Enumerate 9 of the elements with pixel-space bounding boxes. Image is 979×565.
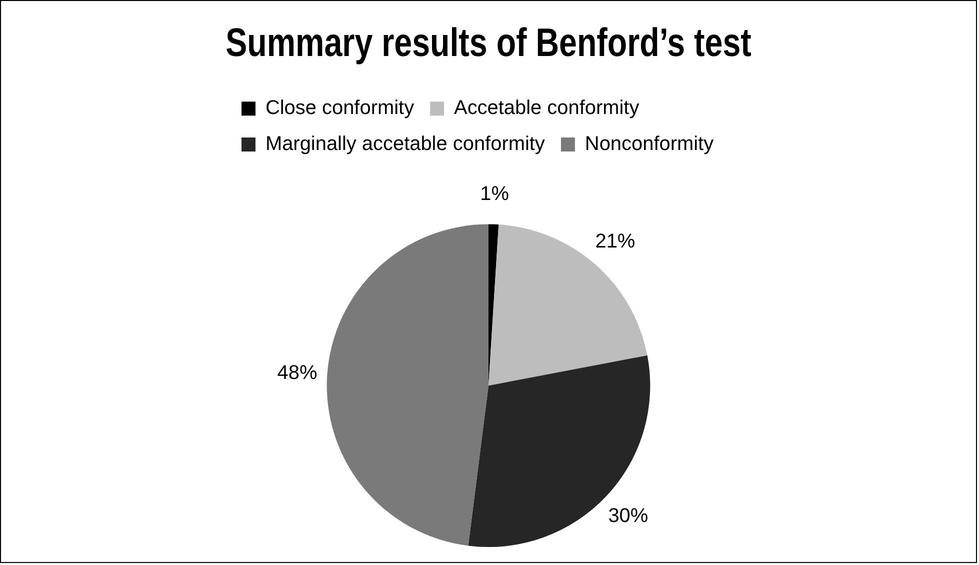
- legend-label: Marginally accetable conformity: [265, 132, 545, 155]
- legend-label: Close conformity: [265, 97, 414, 120]
- data-label: 21%: [595, 230, 636, 253]
- data-label: 48%: [277, 362, 318, 384]
- data-label: 30%: [608, 505, 648, 528]
- legend-label: Accetable conformity: [454, 97, 640, 120]
- data-label: 1%: [480, 182, 510, 205]
- chart-title: Summary results of Benford’s test: [226, 20, 752, 65]
- legend-label: Nonconformity: [584, 132, 714, 155]
